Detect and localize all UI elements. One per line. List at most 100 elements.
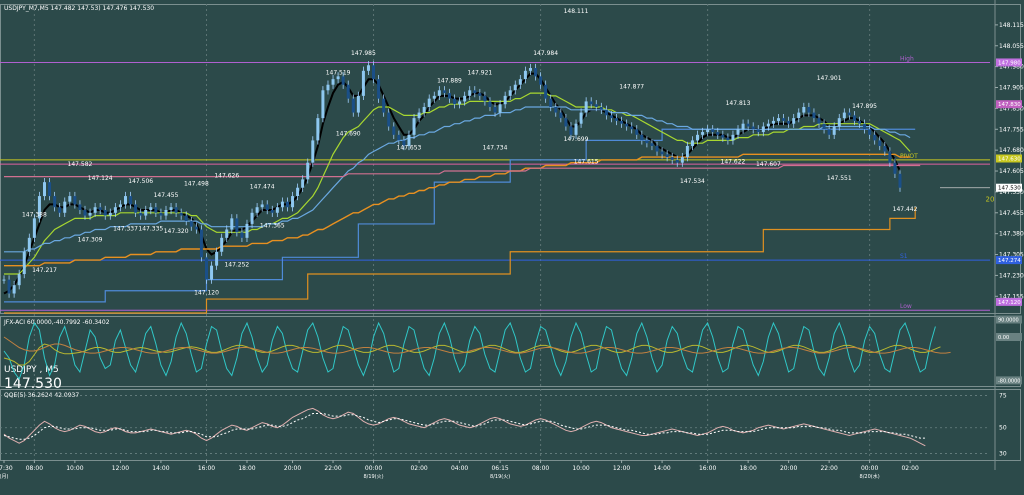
price-annotation: 147.889 [437, 78, 462, 85]
price-tick-label: 148.115 [999, 22, 1024, 29]
candle-body [387, 112, 391, 127]
price-annotation: 147.984 [533, 50, 558, 57]
qqe-panel [0, 389, 1021, 461]
candle-body [625, 123, 629, 127]
price-annotation: 147.877 [619, 83, 644, 90]
blue-step-line [4, 128, 916, 303]
candle-body [893, 162, 897, 174]
candle-body [726, 137, 730, 141]
candle-body [366, 65, 370, 71]
date-label: (月) [0, 474, 8, 480]
candle-body [549, 98, 553, 107]
price-annotation: 147.120 [194, 289, 219, 296]
time-tick-label: 10:00 [572, 465, 589, 472]
candle-body [407, 134, 411, 146]
candle-body [721, 134, 725, 138]
price-annotation: 147.455 [154, 192, 179, 199]
candle-body [159, 212, 163, 216]
date-label: 8/19(火) [363, 474, 383, 480]
price-annotation: 147.474 [250, 184, 275, 191]
candle-body [675, 159, 679, 163]
candle-body [291, 196, 295, 208]
date-label: 8/19(火) [490, 474, 510, 480]
time-tick-label: 10:00 [66, 465, 83, 472]
candle-body [275, 207, 279, 213]
price-tag [996, 58, 1022, 67]
candle-body [822, 123, 826, 130]
candle-body [807, 107, 811, 113]
chart-header: USDJPY_M7,M5 147.482 147.53) 147.476 147… [4, 5, 154, 12]
candle-body [787, 120, 791, 124]
candle-body [17, 274, 21, 286]
price-tick-label: 147.905 [999, 85, 1024, 92]
candle-body [731, 134, 735, 141]
candle-body [12, 285, 16, 294]
price-tag-label: 147.980 [998, 60, 1021, 66]
candle-body [766, 123, 770, 127]
price-annotation: 148.111 [564, 8, 589, 15]
candle-body [361, 70, 365, 96]
candle-body [868, 129, 872, 135]
oscillator-tag [996, 315, 1022, 324]
candle-body [225, 229, 229, 238]
candle-body [321, 90, 325, 119]
candle-body [615, 118, 619, 121]
candle-body [782, 118, 786, 121]
candle-body [447, 93, 451, 99]
price-tick-label: 147.530 [999, 189, 1024, 196]
price-annotation: 147.901 [817, 75, 842, 82]
candle-body [63, 201, 67, 213]
qqe-line [3, 407, 926, 447]
candle-body [696, 134, 700, 141]
candle-body [442, 90, 446, 94]
candle-body [898, 173, 902, 188]
price-annotation: 147.252 [224, 261, 249, 268]
candle-body [878, 140, 882, 146]
candle-body [306, 162, 310, 180]
candle-body [584, 101, 588, 113]
candle-body [144, 210, 148, 216]
time-tick-label: 16:00 [198, 465, 215, 472]
candle-body [792, 118, 796, 124]
candle-body [22, 251, 26, 275]
candle-body [316, 118, 320, 141]
candle-body [827, 129, 831, 135]
candle-body [761, 126, 765, 133]
candle-body [883, 145, 887, 152]
time-tick-label: 04:00 [451, 465, 468, 472]
current-price-tag-label: 147.530 [998, 186, 1021, 192]
current-price-tag [996, 183, 1022, 192]
candle-body [108, 212, 112, 216]
candle-body [296, 187, 300, 197]
candle-body [422, 107, 426, 113]
price-annotation: 147.217 [32, 267, 57, 274]
candle-body [336, 76, 340, 80]
candle-body [417, 112, 421, 119]
price-tick-label: 147.980 [999, 64, 1024, 71]
candle-body [716, 132, 720, 135]
price-tick-label: 147.755 [999, 126, 1024, 133]
candle-body [483, 95, 487, 102]
candle-body [797, 112, 801, 119]
candle-body [817, 118, 821, 124]
candle-body [574, 123, 578, 135]
price-annotation: 147.653 [397, 145, 422, 152]
price-annotation: 147.607 [756, 161, 781, 168]
price-annotation: 147.690 [336, 131, 361, 138]
candle-body [118, 204, 122, 208]
candle-body [513, 84, 517, 91]
candle-body [58, 207, 62, 213]
time-tick-label: 20:00 [284, 465, 301, 472]
ma-green-line [4, 92, 911, 275]
price-tag-label: 147.120 [998, 300, 1021, 306]
price-annotation: 147.895 [852, 103, 877, 110]
candle-body [458, 101, 462, 105]
candle-body [503, 95, 507, 105]
time-tick-label: 08:00 [532, 465, 549, 472]
level-label: High [900, 55, 914, 62]
candle-body [134, 204, 138, 213]
oscillator-tag [996, 376, 1022, 385]
price-tag [996, 297, 1022, 306]
